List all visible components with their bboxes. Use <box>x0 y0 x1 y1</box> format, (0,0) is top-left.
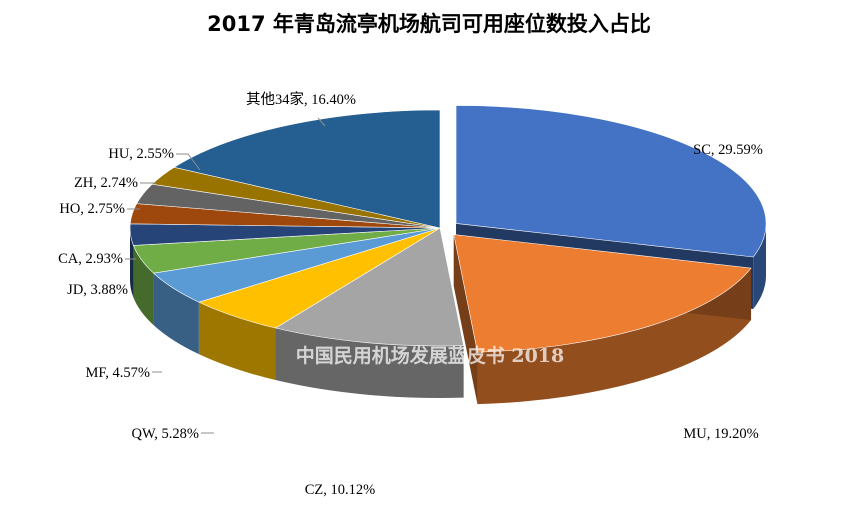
pie-side-ca <box>130 228 134 298</box>
pie-side-mf <box>153 273 199 355</box>
pie-slices <box>129 105 767 353</box>
data-label: MF, 4.57% <box>86 365 151 381</box>
data-label: QW, 5.28% <box>131 426 199 442</box>
leader-line <box>317 117 326 127</box>
data-label: CZ, 10.12% <box>305 482 375 498</box>
data-label: JD, 3.88% <box>67 282 128 298</box>
pie-slice-mu <box>453 234 752 353</box>
data-label: 其他34家, 16.40% <box>246 91 356 108</box>
data-label: CA, 2.93% <box>58 251 123 267</box>
pie-cut-wall <box>453 234 478 405</box>
data-label: HO, 2.75% <box>59 201 125 217</box>
pie-side-walls <box>130 223 767 405</box>
watermark-text: 中国民用机场发展蓝皮书 2018 <box>296 344 565 367</box>
data-labels: SC, 29.59% MU, 19.20% CZ, 10.12% QW, 5.28% M… <box>58 91 763 498</box>
pie-slice-others <box>173 109 441 229</box>
data-label: HU, 2.55% <box>108 146 174 162</box>
leader-lines <box>125 117 326 434</box>
pie-side-sc <box>753 223 767 309</box>
pie-side-jd <box>133 245 154 326</box>
leader-line <box>176 153 201 171</box>
pie-slice-cz <box>274 227 465 347</box>
data-label: ZH, 2.74% <box>74 175 138 191</box>
pie-side-cz <box>275 328 464 398</box>
data-label: SC, 29.59% <box>693 142 763 158</box>
pie-slice-sc <box>455 105 767 258</box>
pie-side-mu <box>477 268 752 405</box>
data-label: MU, 19.20% <box>683 426 758 442</box>
chart-title: 2017 年青岛流亭机场航司可用座位数投入占比 <box>207 12 651 36</box>
pie-side-qw <box>198 302 276 381</box>
